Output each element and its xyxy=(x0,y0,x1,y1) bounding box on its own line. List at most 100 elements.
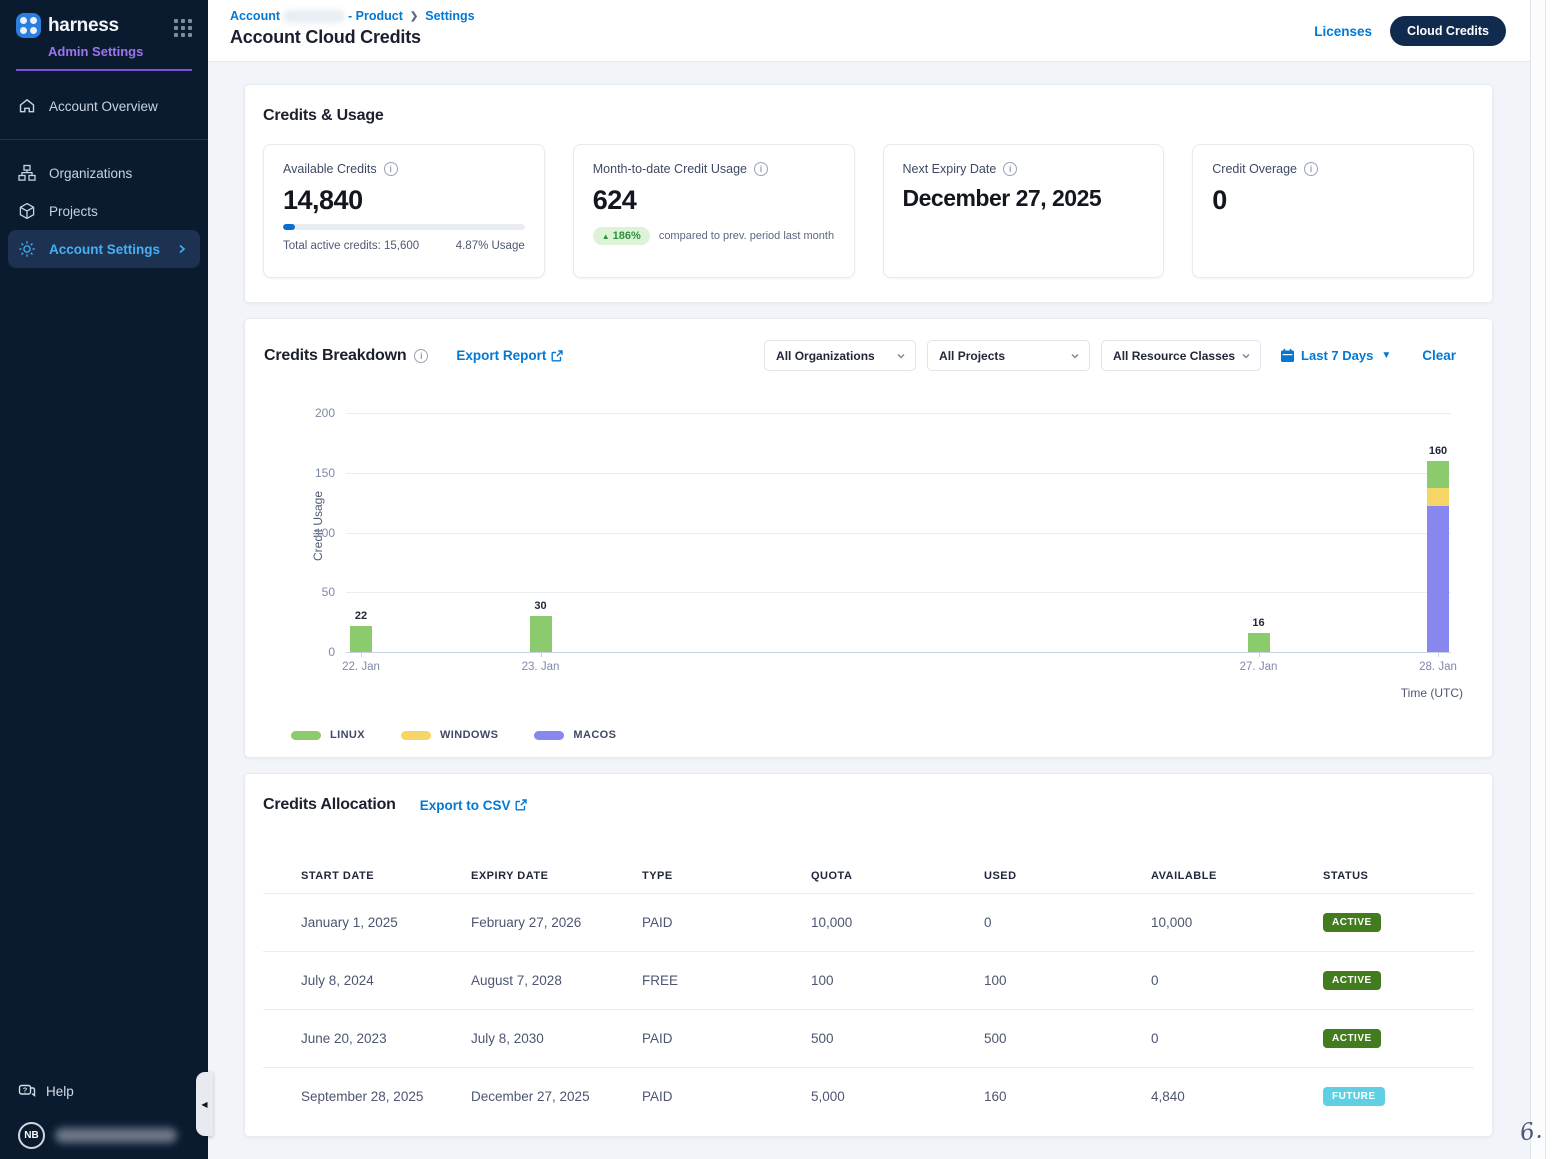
legend-swatch xyxy=(534,731,564,740)
cell-type: PAID xyxy=(642,1089,811,1104)
x-tick-mark xyxy=(1259,652,1260,657)
table-row[interactable]: June 20, 2023July 8, 2030PAID5005000ACTI… xyxy=(263,1009,1474,1067)
info-icon[interactable]: i xyxy=(754,162,768,176)
chart-legend: LINUX WINDOWS MACOS xyxy=(291,729,1492,741)
info-icon[interactable]: i xyxy=(1304,162,1318,176)
info-icon[interactable]: i xyxy=(414,349,428,363)
gridline-y-200 xyxy=(346,413,1451,414)
chart-bar-22-jan[interactable]: 22 xyxy=(350,626,372,652)
stat-value: 14,840 xyxy=(283,185,525,216)
bar-value-label: 22 xyxy=(355,610,367,622)
sidebar-collapse-handle[interactable]: ◀ xyxy=(196,1072,213,1136)
date-range-picker[interactable]: Last 7 Days ▼ xyxy=(1280,348,1391,363)
chevron-down-icon xyxy=(896,351,906,361)
column-header-type: TYPE xyxy=(642,870,811,882)
credits-allocation-title: Credits Allocation xyxy=(263,796,396,814)
export-csv-label: Export to CSV xyxy=(420,798,511,813)
cell-type: FREE xyxy=(642,973,811,988)
breadcrumb-settings[interactable]: Settings xyxy=(425,9,474,23)
x-tick-label: 27. Jan xyxy=(1240,661,1278,673)
scrollbar[interactable] xyxy=(1530,0,1546,1159)
home-icon xyxy=(18,97,36,115)
cell-type: PAID xyxy=(642,915,811,930)
bar-segment-linux xyxy=(1427,461,1449,488)
purple-divider xyxy=(16,69,192,71)
sidebar-item-label: Account Overview xyxy=(49,99,158,114)
table-row[interactable]: January 1, 2025February 27, 2026PAID10,0… xyxy=(263,893,1474,951)
main-area: Account - Product ❯ Settings Account Clo… xyxy=(208,0,1556,1159)
breadcrumb-account[interactable]: Account xyxy=(230,9,280,23)
info-icon[interactable]: i xyxy=(384,162,398,176)
help-label: Help xyxy=(46,1084,74,1099)
status-badge: ACTIVE xyxy=(1323,913,1381,932)
resource-classes-select-value: All Resource Classes xyxy=(1113,349,1235,363)
info-icon[interactable]: i xyxy=(1003,162,1017,176)
credits-usage-section: Credits & Usage Available Creditsi14,840… xyxy=(244,84,1493,303)
legend-item-macos[interactable]: MACOS xyxy=(534,729,616,741)
legend-item-windows[interactable]: WINDOWS xyxy=(401,729,498,741)
app-switcher-grid-icon[interactable] xyxy=(174,19,192,37)
stat-card-available-credits: Available Creditsi14,840Total active cre… xyxy=(263,144,545,278)
module-subtitle: Admin Settings xyxy=(48,44,192,59)
status-badge: FUTURE xyxy=(1323,1087,1385,1106)
table-row[interactable]: July 8, 2024August 7, 2028FREE1001000ACT… xyxy=(263,951,1474,1009)
user-profile[interactable]: NB xyxy=(18,1122,192,1149)
handwritten-annotation: 6. xyxy=(1518,1117,1544,1146)
sidebar-item-projects[interactable]: Projects xyxy=(0,192,208,230)
stat-label: Credit Overage xyxy=(1212,162,1297,176)
y-tick-label: 50 xyxy=(322,585,335,599)
sidebar-item-label: Organizations xyxy=(49,166,132,181)
cell-available: 4,840 xyxy=(1151,1089,1323,1104)
bar-segment-windows xyxy=(1427,488,1449,506)
licenses-link[interactable]: Licenses xyxy=(1314,24,1372,39)
cell-quota: 100 xyxy=(811,973,984,988)
breadcrumb-product[interactable]: - Product xyxy=(348,9,403,23)
cube-icon xyxy=(18,202,36,220)
status-badge: ACTIVE xyxy=(1323,1029,1381,1048)
chevron-down-icon xyxy=(1241,351,1251,361)
cloud-credits-button[interactable]: Cloud Credits xyxy=(1390,16,1506,46)
sidebar-item-label: Projects xyxy=(49,204,98,219)
sidebar-item-account-overview[interactable]: Account Overview xyxy=(0,87,208,125)
sidebar-item-organizations[interactable]: Organizations xyxy=(0,154,208,192)
chart-bar-23-jan[interactable]: 30 xyxy=(530,616,552,652)
chevron-down-icon xyxy=(1070,351,1080,361)
clear-filters-link[interactable]: Clear xyxy=(1422,348,1456,363)
resource-classes-select[interactable]: All Resource Classes xyxy=(1101,340,1261,371)
y-tick-label: 200 xyxy=(315,406,335,420)
column-header-quota: QUOTA xyxy=(811,870,984,882)
cell-quota: 5,000 xyxy=(811,1089,984,1104)
organizations-select[interactable]: All Organizations xyxy=(764,340,916,371)
table-row[interactable]: September 28, 2025December 27, 2025PAID5… xyxy=(263,1067,1474,1125)
export-csv-link[interactable]: Export to CSV xyxy=(420,798,528,813)
chart-bar-28-jan[interactable]: 160 xyxy=(1427,461,1449,652)
bar-segment-linux xyxy=(350,626,372,652)
help-button[interactable]: ? Help xyxy=(18,1082,192,1100)
sidebar-header: harness Admin Settings xyxy=(0,0,208,71)
chart-bar-27-jan[interactable]: 16 xyxy=(1248,633,1270,652)
projects-select-value: All Projects xyxy=(939,349,1005,363)
export-report-label: Export Report xyxy=(456,348,546,363)
cell-quota: 10,000 xyxy=(811,915,984,930)
bar-value-label: 16 xyxy=(1252,617,1264,629)
x-tick-label: 22. Jan xyxy=(342,661,380,673)
harness-logo-icon xyxy=(16,13,41,38)
projects-select[interactable]: All Projects xyxy=(927,340,1090,371)
x-tick-label: 23. Jan xyxy=(522,661,560,673)
usage-progress-bar xyxy=(283,224,525,230)
legend-item-linux[interactable]: LINUX xyxy=(291,729,365,741)
status-badge: ACTIVE xyxy=(1323,971,1381,990)
cell-quota: 500 xyxy=(811,1031,984,1046)
sidebar-item-account-settings[interactable]: Account Settings xyxy=(8,230,200,268)
external-link-icon xyxy=(551,350,563,362)
export-report-link[interactable]: Export Report xyxy=(456,348,563,363)
organizations-select-value: All Organizations xyxy=(776,349,875,363)
sidebar-footer: ? Help NB xyxy=(0,1082,208,1159)
page-content: Credits & Usage Available Creditsi14,840… xyxy=(208,62,1556,1159)
cell-expiry-date: July 8, 2030 xyxy=(471,1031,642,1046)
cell-start-date: September 28, 2025 xyxy=(301,1089,471,1104)
cell-used: 500 xyxy=(984,1031,1151,1046)
credits-allocation-section: Credits Allocation Export to CSV START D… xyxy=(244,773,1493,1137)
y-tick-label: 100 xyxy=(315,526,335,540)
harness-logo[interactable]: harness xyxy=(16,13,119,38)
